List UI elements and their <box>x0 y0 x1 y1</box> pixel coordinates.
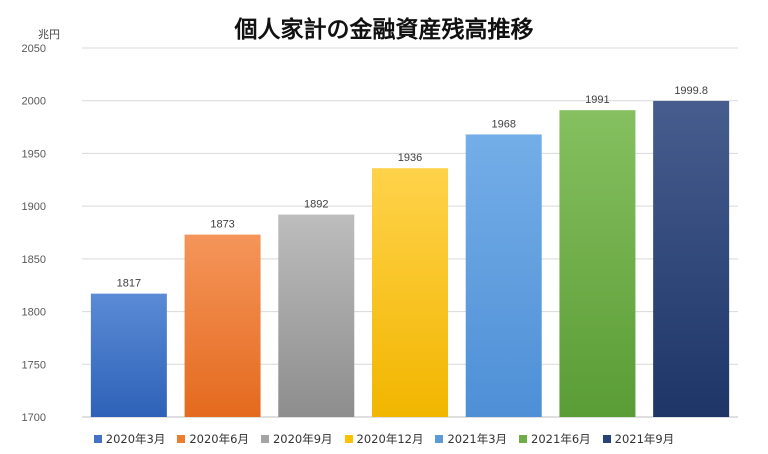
y-axis-unit-label: 兆円 <box>38 28 60 41</box>
data-label: 1936 <box>398 152 422 164</box>
legend-swatch <box>260 435 269 443</box>
bar <box>559 110 636 418</box>
data-label: 1892 <box>304 199 328 211</box>
bar <box>90 293 167 417</box>
legend-swatch <box>435 435 444 443</box>
legend-item: 2021年3月 <box>435 431 507 447</box>
y-tick-label: 1750 <box>22 359 46 371</box>
bar <box>465 134 542 418</box>
data-label: 1968 <box>491 118 515 130</box>
legend-swatch <box>177 435 186 443</box>
legend-item: 2020年6月 <box>177 431 249 447</box>
chart-legend: 2020年3月 2020年6月 2020年9月 2020年12月 2021年3月 2021… <box>0 431 768 447</box>
legend-item: 2020年9月 <box>260 431 333 447</box>
data-label: 1999.8 <box>674 85 708 97</box>
y-tick-label: 2000 <box>22 96 46 108</box>
y-tick-label: 1850 <box>22 254 46 266</box>
legend-swatch <box>344 435 353 443</box>
legend-label: 2020年3月 <box>105 432 166 446</box>
bar <box>278 214 355 417</box>
legend-item: 2021年6月 <box>519 431 591 447</box>
y-tick-label: 1900 <box>22 201 46 213</box>
legend-label: 2020年9月 <box>272 432 333 446</box>
y-tick-label: 1700 <box>22 412 46 424</box>
legend-label: 2020年6月 <box>189 432 249 446</box>
legend-item: 2020年12月 <box>344 431 424 447</box>
legend-label: 2021年9月 <box>614 432 675 446</box>
data-label: 1991 <box>585 94 609 106</box>
data-label: 1817 <box>117 278 141 290</box>
bar <box>653 100 730 417</box>
legend-label: 2021年3月 <box>447 432 508 446</box>
legend-item: 2021年9月 <box>602 431 675 447</box>
data-label: 1873 <box>210 219 234 231</box>
y-tick-label: 1800 <box>22 307 46 319</box>
legend-label: 2020年12月 <box>356 432 424 446</box>
y-tick-label: 2050 <box>22 43 46 55</box>
y-tick-label: 1950 <box>22 148 46 160</box>
legend-swatch <box>602 435 611 443</box>
legend-item: 2020年3月 <box>93 431 166 447</box>
bar <box>184 234 261 417</box>
legend-swatch <box>93 435 102 443</box>
chart-title: 個人家計の金融資産残高推移 <box>234 17 534 43</box>
bar <box>372 168 448 417</box>
legend-swatch <box>519 435 528 443</box>
legend-label: 2021年6月 <box>531 432 591 446</box>
